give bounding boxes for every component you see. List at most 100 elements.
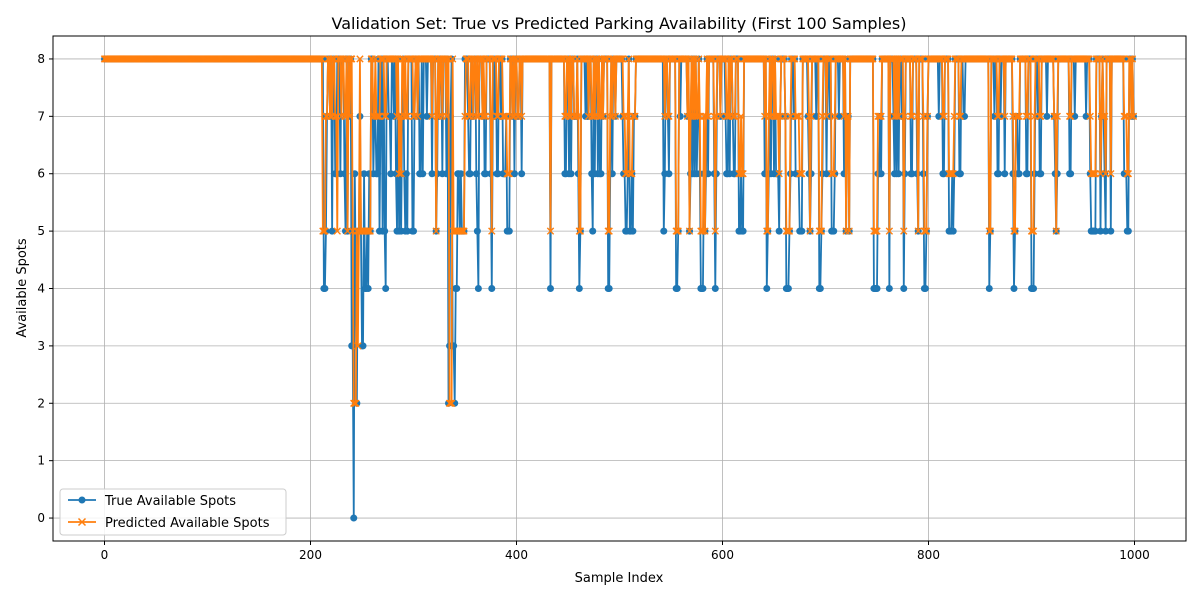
predicted-spots-point: [956, 112, 965, 121]
predicted-spots-point: [397, 170, 405, 178]
true-spots-point: [940, 170, 948, 178]
true-spots-point: [629, 227, 637, 235]
true-spots-point: [567, 170, 575, 178]
predicted-spots-point: [1031, 55, 1040, 63]
predicted-spots-point: [681, 55, 690, 63]
predicted-spots-point: [392, 55, 400, 63]
true-spots-point: [763, 285, 771, 292]
predicted-spots-point: [892, 112, 901, 121]
true-spots-point: [1102, 227, 1110, 235]
predicted-spots-point: [363, 227, 371, 235]
predicted-spots-point: [839, 55, 847, 63]
predicted-spots-point: [557, 55, 565, 63]
predicted-spots-point: [787, 55, 796, 63]
predicted-spots-point: [1036, 112, 1044, 121]
predicted-spots-point: [459, 227, 467, 235]
true-spots-point: [364, 285, 372, 292]
predicted-spots-point: [916, 55, 924, 63]
true-spots-point: [340, 170, 348, 178]
predicted-spots-point: [316, 55, 324, 63]
predicted-spots-point: [478, 112, 487, 121]
predicted-spots-point: [1025, 55, 1034, 63]
true-spots-point: [472, 170, 480, 178]
predicted-spots-point: [829, 170, 837, 178]
predicted-spots-point: [758, 55, 767, 63]
predicted-spots-point: [1125, 55, 1134, 63]
predicted-spots-point: [806, 227, 814, 235]
predicted-spots-point: [1022, 112, 1031, 121]
predicted-spots-point: [1023, 112, 1032, 121]
predicted-spots-point: [1051, 112, 1059, 121]
predicted-spots-point: [922, 227, 931, 235]
x-axis-ticks: 0 200 400 600 800 1000: [101, 541, 1150, 562]
predicted-spots-point: [1085, 55, 1093, 63]
predicted-spots-point: [1006, 55, 1014, 63]
predicted-spots-point: [1126, 55, 1135, 63]
predicted-spots-point: [698, 227, 706, 235]
true-spots-point: [473, 227, 481, 235]
predicted-spots-point: [318, 55, 326, 63]
predicted-spots-point: [498, 55, 506, 63]
true-spots-point: [518, 170, 526, 178]
predicted-spots-point: [949, 170, 957, 178]
predicted-spots-point: [796, 170, 804, 178]
true-spots-point: [1037, 170, 1045, 178]
predicted-spots-point: [722, 112, 731, 121]
predicted-spots-point: [435, 112, 443, 121]
predicted-spots-point: [763, 227, 771, 235]
x-tick-label: 0: [101, 548, 109, 562]
predicted-spots-point: [824, 55, 833, 63]
predicted-spots-point: [792, 112, 801, 121]
predicted-spots-point: [592, 55, 600, 63]
predicted-spots-point: [877, 112, 885, 121]
true-spots-point: [1097, 227, 1105, 235]
predicted-spots-point: [710, 112, 718, 121]
predicted-spots-point: [797, 170, 805, 178]
predicted-spots-point: [576, 227, 585, 235]
predicted-spots-point: [1053, 112, 1061, 121]
predicted-spots-point: [487, 112, 495, 121]
predicted-spots-point: [500, 112, 508, 121]
predicted-spots-point: [994, 112, 1003, 121]
predicted-spots-point: [1119, 55, 1127, 63]
predicted-spots-point: [1029, 227, 1038, 235]
predicted-spots-point: [981, 55, 989, 63]
predicted-spots-point: [777, 55, 785, 63]
predicted-spots-point: [374, 112, 383, 121]
predicted-spots-point: [935, 55, 943, 63]
true-spots-point: [711, 285, 719, 292]
true-spots-point: [775, 227, 783, 235]
x-tick-label: 200: [299, 548, 322, 562]
predicted-spots-point: [944, 55, 952, 63]
y-tick-label: 7: [37, 109, 45, 123]
predicted-spots-point: [398, 55, 406, 63]
predicted-spots-point: [432, 227, 440, 235]
predicted-spots-point: [920, 227, 929, 235]
predicted-spots-point: [620, 112, 629, 121]
predicted-spots-point: [495, 55, 503, 63]
true-spots-point: [328, 227, 336, 235]
predicted-spots-point: [866, 55, 874, 63]
predicted-spots-point: [660, 55, 668, 63]
true-spots-point: [482, 170, 490, 178]
predicted-spots-point: [921, 227, 930, 235]
predicted-spots-point: [872, 227, 880, 235]
predicted-spots-point: [785, 227, 794, 235]
predicted-spots-point: [782, 227, 791, 235]
predicted-spots-point: [319, 227, 327, 235]
predicted-spots-point: [611, 112, 620, 121]
predicted-spots-point: [985, 227, 993, 235]
predicted-spots-point: [827, 170, 836, 178]
true-spots-point: [908, 170, 916, 178]
predicted-spots-point: [615, 55, 624, 63]
predicted-spots-point: [1095, 55, 1104, 63]
predicted-spots-point: [608, 112, 616, 121]
predicted-spots-point: [694, 112, 702, 121]
predicted-spots-point: [368, 55, 376, 63]
predicted-spots-point: [466, 112, 474, 121]
true-spots-point: [949, 227, 957, 235]
true-spots-point: [453, 285, 461, 292]
predicted-spots-point: [1089, 170, 1097, 178]
predicted-spots-point: [499, 112, 507, 121]
